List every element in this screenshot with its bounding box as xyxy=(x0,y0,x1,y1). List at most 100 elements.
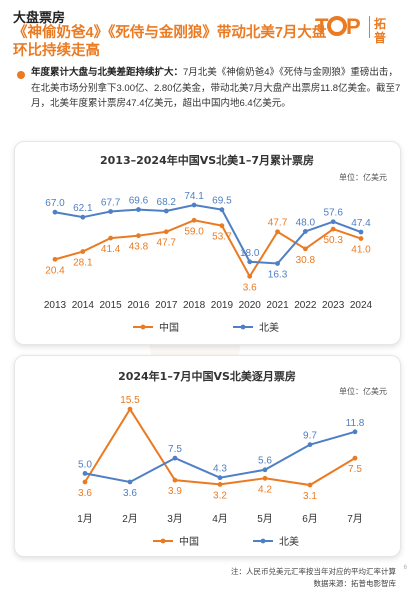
data-point xyxy=(172,455,178,461)
x-tick-label: 2018 xyxy=(183,300,206,311)
logo-cn-2: 普 xyxy=(374,30,386,45)
data-point xyxy=(82,479,88,485)
data-label: 3.6 xyxy=(78,488,92,499)
page-number: 6 xyxy=(403,565,407,571)
x-tick-label: 2023 xyxy=(322,300,345,311)
x-tick-label: 5月 xyxy=(257,513,273,525)
data-point xyxy=(108,235,114,241)
data-point xyxy=(127,479,133,485)
data-point xyxy=(358,236,364,241)
svg-text:P: P xyxy=(346,14,361,39)
data-label: 4.3 xyxy=(213,464,227,475)
x-tick-label: 2013 xyxy=(44,300,67,311)
data-label: 41.4 xyxy=(101,244,121,255)
unit-label: 单位：亿美元 xyxy=(339,172,387,182)
data-label: 7.5 xyxy=(168,444,182,455)
series-line-na xyxy=(54,204,362,265)
x-tick-label: 1月 xyxy=(77,513,93,525)
data-label: 59.0 xyxy=(184,226,204,237)
data-point xyxy=(275,261,280,266)
data-point xyxy=(247,273,253,279)
x-tick-label: 2021 xyxy=(266,300,289,311)
summary-text: 7月北美《神偷奶爸4》《死侍与金刚狼》重磅出击，在北美市场分别拿下3.00亿、2… xyxy=(31,67,401,109)
legend-label: 中国 xyxy=(179,535,199,548)
legend-label: 中国 xyxy=(159,321,179,334)
legend-label: 北美 xyxy=(279,535,299,548)
data-label: 69.5 xyxy=(212,196,232,207)
data-label: 50.3 xyxy=(323,235,343,246)
x-tick-label: 2020 xyxy=(239,300,262,311)
data-label: 20.4 xyxy=(45,265,65,276)
data-point xyxy=(52,209,58,215)
data-label: 3.9 xyxy=(168,486,182,497)
data-label: 47.7 xyxy=(157,238,177,249)
x-tick-label: 2024 xyxy=(350,300,373,311)
data-point xyxy=(127,406,133,412)
data-point xyxy=(217,475,223,481)
data-point xyxy=(302,246,308,252)
data-label: 3.6 xyxy=(243,282,257,293)
cumulative-chart-card: 2013–2024年中国VS北美1–7月累计票房 单位：亿美元 2013 2014 20… xyxy=(14,141,401,345)
series-line-china xyxy=(54,219,362,279)
data-label: 69.6 xyxy=(129,196,149,207)
data-label: 9.7 xyxy=(303,431,317,442)
data-label: 15.5 xyxy=(120,395,140,406)
legend-marker xyxy=(140,324,146,330)
x-tick-label: 4月 xyxy=(212,513,228,525)
x-tick-label: 2019 xyxy=(211,300,234,311)
monthly-chart-card: 2024年1–7月中国VS北美逐月票房 单位：亿美元 1月 2月 3月 4月 5月 6月 7月 3… xyxy=(14,355,401,557)
data-label: 74.1 xyxy=(184,191,204,202)
top-logo: T P 拓 普 xyxy=(315,14,386,45)
legend-marker xyxy=(160,538,166,544)
x-tick-label: 2017 xyxy=(155,300,178,311)
x-tick-label: 2月 xyxy=(122,513,138,525)
unit-label: 单位：亿美元 xyxy=(339,386,387,396)
summary-paragraph: 年度累计大盘与北美差距持续扩大：7月北美《神偷奶爸4》《死侍与金刚狼》重磅出击，… xyxy=(31,65,401,112)
x-tick-label: 3月 xyxy=(167,513,183,525)
data-point xyxy=(217,482,223,487)
x-tick-label: 2016 xyxy=(127,300,150,311)
data-point xyxy=(330,219,336,225)
data-point xyxy=(219,207,225,213)
data-label: 3.6 xyxy=(123,488,137,499)
data-label: 48.0 xyxy=(296,217,316,228)
data-point xyxy=(307,482,313,488)
data-label: 11.8 xyxy=(346,418,365,429)
data-label: 67.7 xyxy=(101,198,121,209)
data-label: 41.0 xyxy=(351,245,371,256)
data-label: 67.0 xyxy=(45,198,65,209)
data-point xyxy=(108,209,114,214)
data-label: 3.1 xyxy=(303,491,317,502)
x-tick-label: 7月 xyxy=(347,513,363,525)
data-point xyxy=(163,229,169,235)
data-point xyxy=(352,429,358,435)
data-point xyxy=(302,229,308,234)
data-point xyxy=(52,256,58,262)
data-point xyxy=(172,477,178,483)
data-label: 16.3 xyxy=(268,270,288,281)
data-point xyxy=(80,249,86,254)
legend-label: 北美 xyxy=(259,321,279,334)
data-label: 18.0 xyxy=(240,248,260,259)
chart-title: 2013–2024年中国VS北美1–7月累计票房 xyxy=(100,153,314,167)
data-point xyxy=(262,467,268,473)
x-tick-label: 2015 xyxy=(100,300,123,311)
data-label: 4.2 xyxy=(258,484,272,495)
data-label: 43.8 xyxy=(129,242,149,253)
data-label: 62.1 xyxy=(73,203,93,214)
chart-title: 2024年1–7月中国VS北美逐月票房 xyxy=(118,369,296,383)
data-point xyxy=(275,229,280,235)
data-point xyxy=(80,214,86,220)
data-point xyxy=(352,455,358,461)
data-label: 5.6 xyxy=(258,456,272,467)
page-headline: 《神偷奶爸4》《死侍与金刚狼》带动北美7月大盘环比持续走高 xyxy=(13,25,327,59)
data-point xyxy=(191,217,197,223)
data-point xyxy=(262,475,268,481)
svg-text:T: T xyxy=(315,14,329,39)
legend-marker xyxy=(240,324,246,330)
data-label: 53.7 xyxy=(212,232,232,243)
data-label: 30.8 xyxy=(296,255,316,266)
data-point xyxy=(358,229,364,235)
data-label: 3.2 xyxy=(213,490,227,501)
